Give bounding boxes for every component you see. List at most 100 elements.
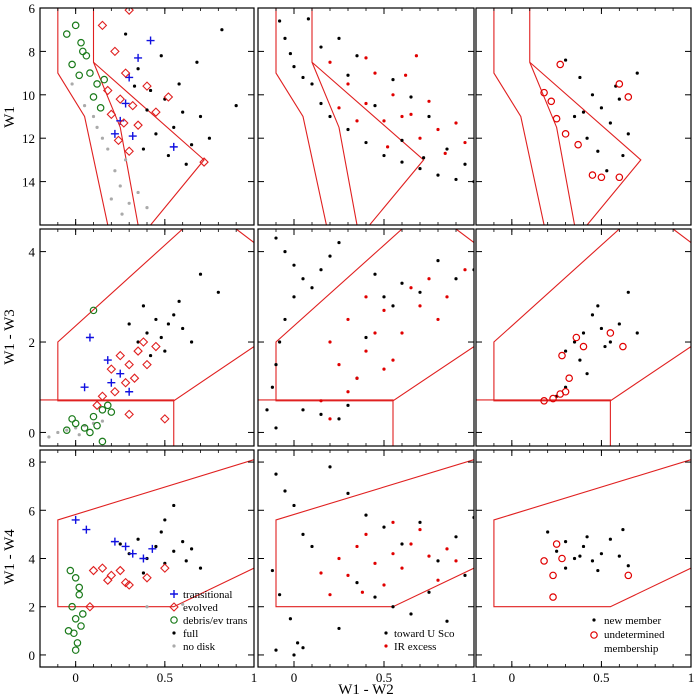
data-point [148,353,153,358]
x-tick-label: 1 [688,670,695,685]
data-point [121,99,130,108]
data-point [463,268,467,272]
data-point [274,236,278,240]
data-point [409,286,413,290]
data-point [445,547,449,551]
data-point [337,106,341,110]
data-point [163,518,167,522]
data-point [328,417,332,421]
data-point [549,394,557,403]
data-point [118,184,122,188]
data-point [102,575,113,585]
selection-boundary [57,459,254,608]
data-point [103,356,112,365]
data-point [436,259,440,263]
data-point [74,426,78,430]
legend-marker [172,644,176,648]
data-point [400,331,404,335]
data-point [409,612,413,616]
series-full [118,503,203,575]
data-point [292,64,296,69]
data-point [124,409,134,420]
data-point [141,571,146,575]
data-point [47,435,51,439]
data-point [360,590,364,594]
legend-label: membership [604,643,659,655]
series-undetermined-membership [540,329,627,405]
x-tick-label: 0 [509,670,516,685]
data-point [120,68,131,78]
data-point [463,573,467,577]
data-point [77,622,85,630]
legend-marker [384,631,388,635]
data-point [355,54,359,58]
data-point [572,340,577,344]
data-point [590,559,595,563]
data-point [106,570,117,581]
x-tick-label: 0.5 [593,670,609,685]
data-point [400,114,404,119]
data-point [572,114,577,119]
data-point [355,376,359,380]
data-point [337,240,341,245]
data-point [98,437,107,446]
data-point [585,535,589,539]
data-point [364,140,368,145]
data-point [296,641,300,645]
legend-label: new member [604,615,661,627]
data-point [274,472,278,476]
data-point [436,559,440,563]
series-full [124,28,238,166]
data-point [120,212,124,216]
data-point [65,428,69,432]
data-point [270,568,274,573]
legend-marker [170,590,178,598]
data-point [278,340,282,344]
legend-label: no disk [183,641,216,653]
data-point [278,19,282,23]
data-point [138,337,149,347]
data-point [581,331,586,335]
data-point [148,544,157,553]
data-point [115,350,126,361]
data-point [198,272,203,276]
data-point [110,386,120,397]
data-point [579,342,588,351]
data-point [145,108,149,112]
data-point [626,132,630,136]
data-point [75,71,84,80]
data-point [62,426,71,434]
data-point [270,385,274,389]
data-point [136,340,140,344]
data-point [169,142,178,151]
data-point [82,525,91,534]
data-point [404,73,408,77]
data-point [110,537,119,546]
data-point [606,329,615,337]
data-point [71,21,80,30]
data-point [163,349,167,353]
data-point [346,403,350,407]
data-point [624,571,633,580]
data-point [414,54,418,58]
data-point [626,290,630,294]
data-point [563,349,568,353]
data-point [301,75,305,80]
data-point [159,530,163,534]
panel-r2-c1: 0 2 4 [29,228,255,447]
data-point [443,151,447,155]
data-point [220,28,224,32]
legend-membership: new member undetermined membership [590,615,665,655]
data-point [603,344,607,349]
data-point [127,322,131,326]
data-point [86,69,94,77]
data-point [337,626,341,631]
data-point [154,132,158,136]
series-ir-excess [319,520,458,597]
y-axis-label-row-2: W1 - W3 [2,309,18,365]
data-point [409,112,413,116]
data-point [574,140,582,149]
data-point [310,82,314,86]
data-point [617,97,621,101]
data-point [391,304,395,308]
